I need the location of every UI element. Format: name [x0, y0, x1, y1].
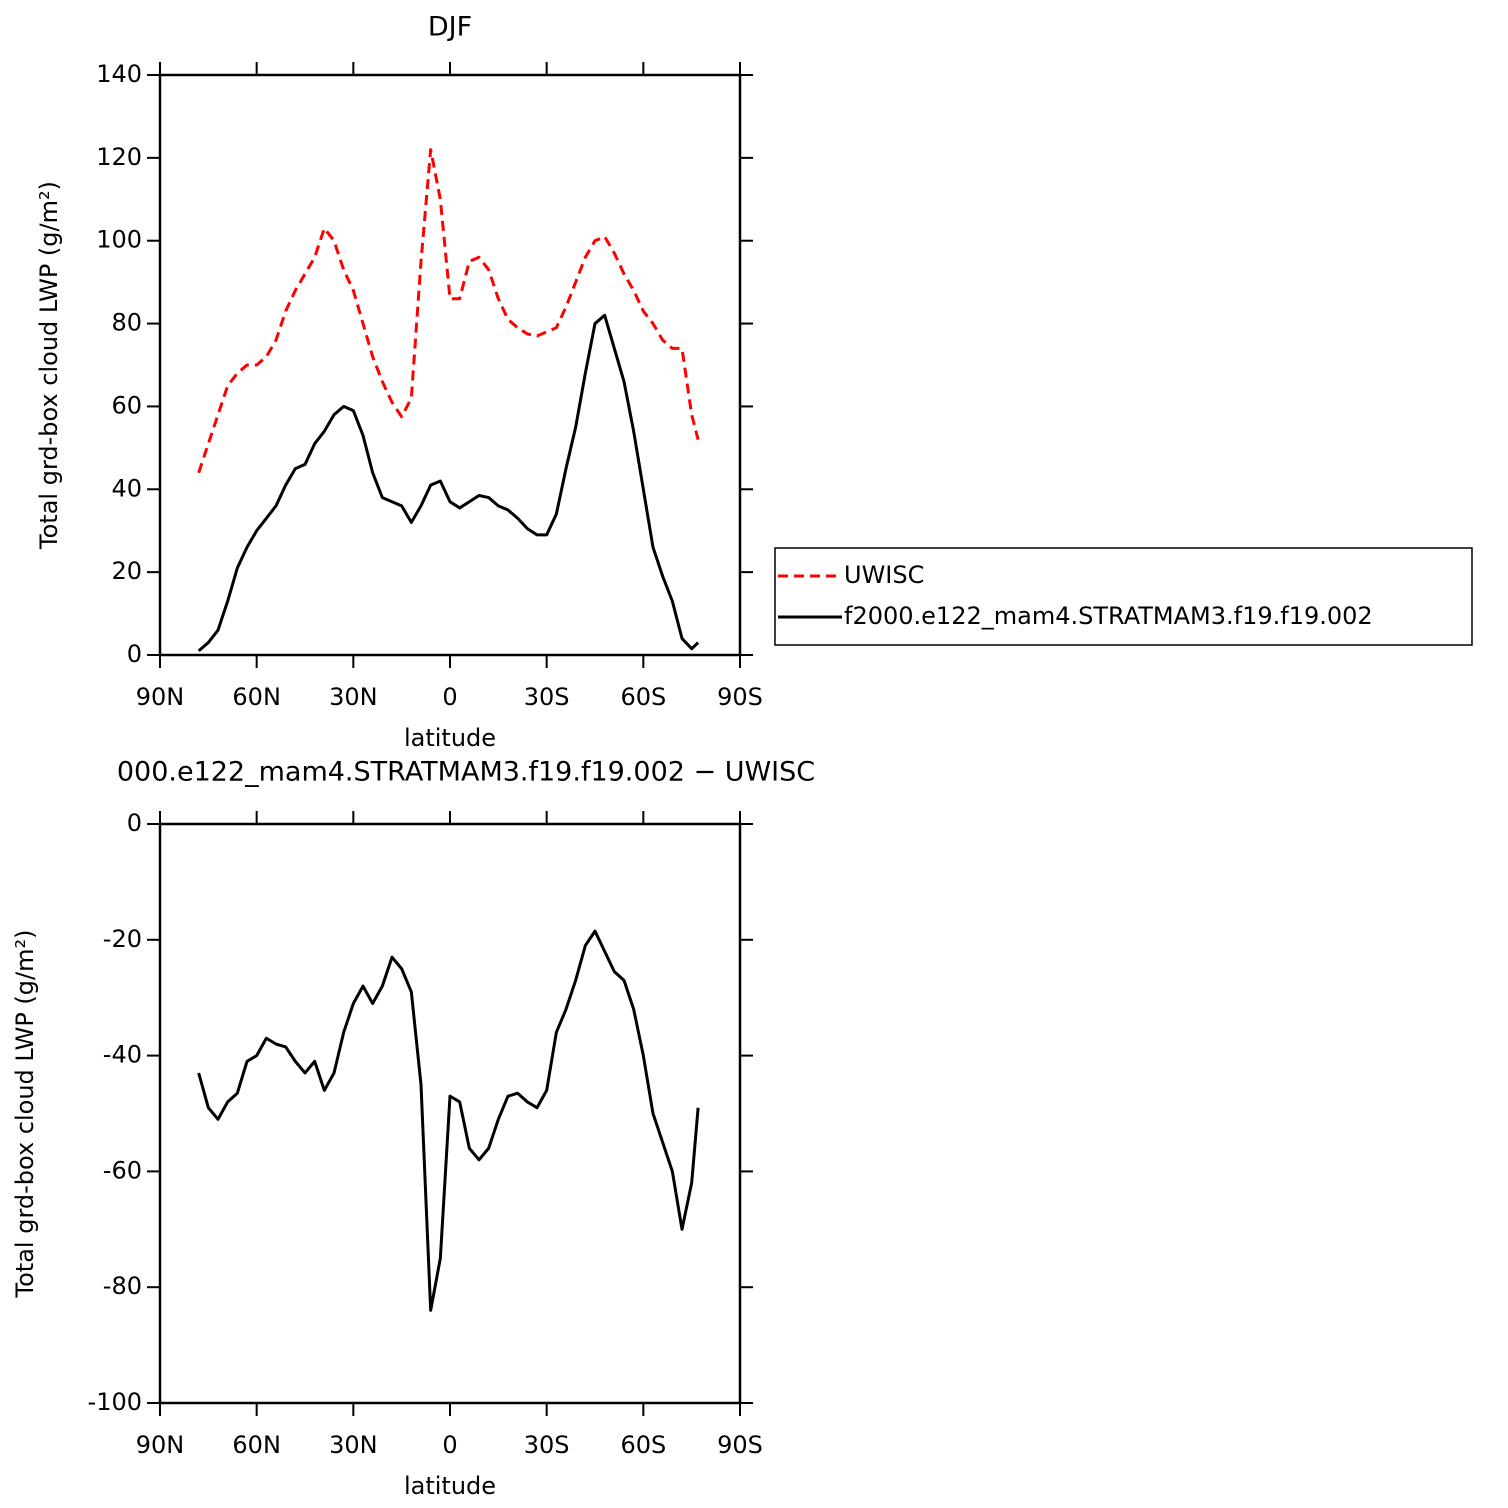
- x-tick-label: 60N: [232, 683, 281, 711]
- y-tick-label: -20: [103, 925, 142, 953]
- data-line: [197, 313, 700, 652]
- x-tick-label: 60N: [232, 1431, 281, 1459]
- x-tick-label: 30S: [524, 1431, 570, 1459]
- data-line: [197, 148, 700, 474]
- x-tick-label: 60S: [620, 1431, 666, 1459]
- x-tick-label: 90S: [717, 683, 763, 711]
- x-tick-label: 90N: [136, 1431, 185, 1459]
- legend-box: [774, 547, 1473, 646]
- x-tick-label: 0: [442, 683, 457, 711]
- x-tick-label: 30N: [329, 1431, 378, 1459]
- legend-label: f2000.e122_mam4.STRATMAM3.f19.f19.002: [844, 602, 1373, 630]
- y-tick-label: 140: [96, 60, 142, 88]
- y-tick-label: 0: [127, 809, 142, 837]
- x-tick-label: 90N: [136, 683, 185, 711]
- y-tick-label: 100: [96, 226, 142, 254]
- y-tick-label: 60: [111, 391, 142, 419]
- x-tick-label: 0: [442, 1431, 457, 1459]
- chart-title: 000.e122_mam4.STRATMAM3.f19.f19.002 − UW…: [117, 757, 815, 788]
- x-axis-label: latitude: [404, 724, 496, 752]
- y-tick-label: 80: [111, 309, 142, 337]
- x-tick-label: 30S: [524, 683, 570, 711]
- y-tick-label: 40: [111, 474, 142, 502]
- y-tick-label: -60: [103, 1156, 142, 1184]
- x-tick-label: 30N: [329, 683, 378, 711]
- y-tick-label: -40: [103, 1041, 142, 1069]
- legend-label: UWISC: [844, 561, 924, 589]
- y-axis-label: Total grd-box cloud LWP (g/m²): [11, 930, 39, 1299]
- x-tick-label: 90S: [717, 1431, 763, 1459]
- y-axis-label: Total grd-box cloud LWP (g/m²): [35, 181, 63, 550]
- y-tick-label: -100: [88, 1388, 142, 1416]
- y-tick-label: 20: [111, 557, 142, 585]
- data-line: [197, 929, 700, 1312]
- x-axis-label: latitude: [404, 1472, 496, 1500]
- x-tick-label: 60S: [620, 683, 666, 711]
- y-tick-label: 120: [96, 143, 142, 171]
- y-tick-label: -80: [103, 1272, 142, 1300]
- y-tick-label: 0: [127, 640, 142, 668]
- chart-title: DJF: [428, 12, 472, 43]
